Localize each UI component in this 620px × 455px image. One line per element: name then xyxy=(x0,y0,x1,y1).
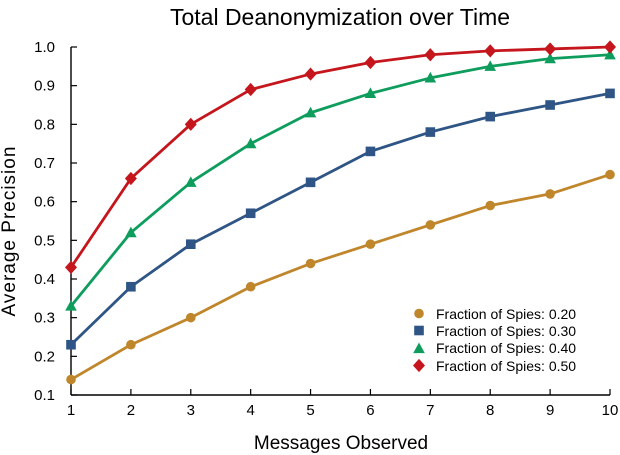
series-square xyxy=(66,88,615,350)
x-tick-label: 3 xyxy=(187,402,195,419)
y-tick-label: 0.5 xyxy=(34,232,55,249)
marker-square xyxy=(185,239,196,249)
x-tick-label: 2 xyxy=(127,402,135,419)
x-tick-label: 4 xyxy=(246,402,254,419)
legend-label: Fraction of Spies: 0.50 xyxy=(436,357,577,374)
legend-label: Fraction of Spies: 0.30 xyxy=(436,322,577,339)
marker-diamond xyxy=(304,67,317,81)
series-line xyxy=(69,92,612,347)
marker-diamond xyxy=(364,55,377,70)
marker-diamond xyxy=(544,42,557,56)
y-tick-label: 0.7 xyxy=(34,155,55,172)
legend-marker-triangle xyxy=(413,342,425,353)
marker-triangle xyxy=(544,52,556,64)
y-tick-label: 1.0 xyxy=(34,39,55,56)
y-tick-label: 0.2 xyxy=(34,348,55,365)
marker-triangle xyxy=(125,226,137,238)
marker-diamond xyxy=(484,44,497,58)
y-tick-label: 0.1 xyxy=(34,387,55,404)
legend-marker-diamond xyxy=(413,358,425,373)
legend-item: Fraction of Spies: 0.20 xyxy=(410,305,576,322)
legend-marker-circle xyxy=(414,308,424,319)
x-tick-label: 5 xyxy=(306,402,314,419)
marker-diamond xyxy=(424,48,437,62)
y-tick-label: 0.4 xyxy=(34,271,55,288)
marker-square xyxy=(605,88,615,99)
marker-triangle xyxy=(65,300,77,311)
marker-triangle xyxy=(364,87,377,98)
marker-circle xyxy=(605,169,615,180)
series-triangle xyxy=(65,48,616,311)
marker-circle xyxy=(485,200,496,211)
marker-square xyxy=(305,177,316,188)
legend-item: Fraction of Spies: 0.50 xyxy=(410,357,576,374)
marker-circle xyxy=(545,189,555,199)
series-line xyxy=(69,45,612,269)
marker-square xyxy=(126,281,136,292)
series-line xyxy=(69,173,612,381)
marker-diamond xyxy=(184,117,197,131)
x-axis-label: Messages Observed xyxy=(253,433,429,454)
y-tick-label: 0.6 xyxy=(34,194,55,211)
marker-square xyxy=(245,208,256,219)
series-circle xyxy=(66,169,615,385)
marker-circle xyxy=(425,220,436,230)
marker-diamond xyxy=(604,40,616,54)
marker-triangle xyxy=(184,176,197,187)
marker-diamond xyxy=(124,171,137,186)
marker-square xyxy=(414,326,424,336)
marker-diamond xyxy=(244,82,257,97)
marker-circle xyxy=(414,308,424,319)
marker-diamond xyxy=(65,260,77,274)
marker-square xyxy=(365,146,376,157)
marker-square xyxy=(425,127,436,137)
x-tick-label: 7 xyxy=(426,402,434,419)
x-tick-label: 8 xyxy=(486,402,494,419)
marker-triangle xyxy=(304,106,317,118)
marker-circle xyxy=(66,374,76,385)
marker-circle xyxy=(185,312,196,323)
marker-circle xyxy=(126,339,136,350)
series-line xyxy=(69,53,612,308)
marker-square xyxy=(545,100,555,110)
legend-item: Fraction of Spies: 0.40 xyxy=(410,340,576,357)
marker-square xyxy=(66,339,76,350)
x-tick-label: 1 xyxy=(67,402,75,419)
marker-circle xyxy=(365,239,376,249)
series-diamond xyxy=(65,40,616,274)
marker-circle xyxy=(305,258,316,269)
y-tick-label: 0.3 xyxy=(34,310,55,327)
legend-item: Fraction of Spies: 0.30 xyxy=(410,322,576,339)
legend-label: Fraction of Spies: 0.20 xyxy=(436,305,577,322)
legend-marker-square xyxy=(414,326,424,336)
y-tick-label: 0.9 xyxy=(34,78,55,95)
marker-triangle xyxy=(424,71,437,83)
x-tick-label: 10 xyxy=(602,402,619,419)
chart-title: Total Deanonymization over Time xyxy=(169,4,511,30)
marker-triangle xyxy=(604,48,616,60)
x-tick-label: 6 xyxy=(366,402,374,419)
marker-triangle xyxy=(484,60,497,71)
marker-circle xyxy=(245,281,256,292)
marker-triangle xyxy=(413,342,425,353)
marker-square xyxy=(485,111,496,122)
x-tick-label: 9 xyxy=(546,402,554,419)
y-tick-label: 0.8 xyxy=(34,116,55,133)
legend: Fraction of Spies: 0.20 Fraction of Spie… xyxy=(410,305,576,374)
y-axis-label: Average Precision xyxy=(0,145,20,317)
marker-triangle xyxy=(244,137,257,149)
legend-label: Fraction of Spies: 0.40 xyxy=(436,340,577,357)
marker-diamond xyxy=(413,358,425,373)
